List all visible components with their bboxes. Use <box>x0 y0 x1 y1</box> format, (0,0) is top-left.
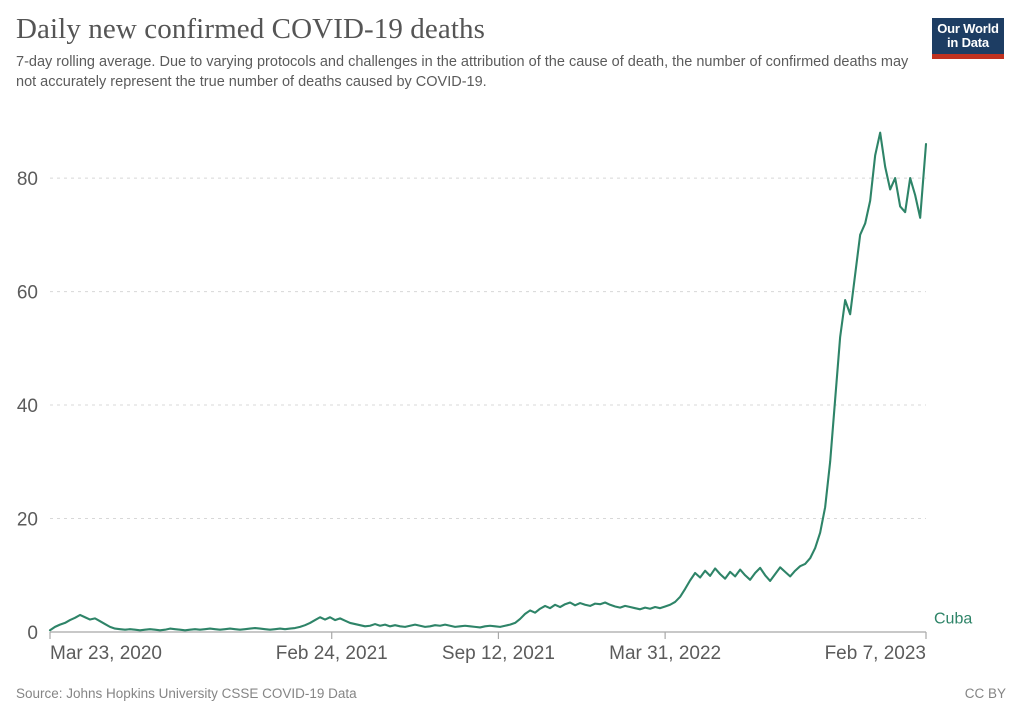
x-axis-tick-label: Mar 23, 2020 <box>50 643 162 664</box>
y-axis-tick-label: 20 <box>17 510 38 531</box>
x-axis-tick-label: Feb 24, 2021 <box>276 643 388 664</box>
x-axis-tick-label: Mar 31, 2022 <box>609 643 721 664</box>
y-axis-tick-label: 0 <box>27 623 38 644</box>
series-end-label-group: Cuba <box>934 611 972 628</box>
chart-header: Daily new confirmed COVID-19 deaths 7-da… <box>16 12 916 92</box>
x-axis-tick-label: Feb 7, 2023 <box>825 643 926 664</box>
series-end-label[interactable]: Cuba <box>934 611 972 628</box>
page-title: Daily new confirmed COVID-19 deaths <box>16 13 485 45</box>
y-axis-tick-label: 80 <box>17 169 38 190</box>
logo-line-1: Our World <box>937 21 999 36</box>
chart-footer: Source: Johns Hopkins University CSSE CO… <box>0 686 1024 710</box>
x-axis-tick-label: Sep 12, 2021 <box>442 643 555 664</box>
our-world-in-data-logo[interactable]: Our World in Data <box>932 18 1004 59</box>
y-axis-tick-label: 60 <box>17 283 38 304</box>
source-text: Source: Johns Hopkins University CSSE CO… <box>16 686 357 701</box>
data-series-group <box>48 131 928 632</box>
line-chart-svg: 0 20 40 60 80 Mar 23, 2020 Feb 24, 2021 Sep 12… <box>17 131 972 664</box>
y-axis-labels-group: 0 20 40 60 80 <box>17 169 38 644</box>
license-text[interactable]: CC BY <box>964 686 1006 701</box>
x-axis-group <box>49 631 927 639</box>
logo-line-2: in Data <box>947 35 989 50</box>
y-axis-tick-label: 40 <box>17 396 38 417</box>
gridlines-group <box>50 177 926 520</box>
series-line-cuba[interactable] <box>48 131 928 632</box>
x-axis-labels-group: Mar 23, 2020 Feb 24, 2021 Sep 12, 2021 Mar … <box>50 643 926 664</box>
chart-plot-area: 0 20 40 60 80 Mar 23, 2020 Feb 24, 2021 Sep 12… <box>0 100 1024 670</box>
chart-subtitle: 7-day rolling average. Due to varying pr… <box>16 54 909 90</box>
